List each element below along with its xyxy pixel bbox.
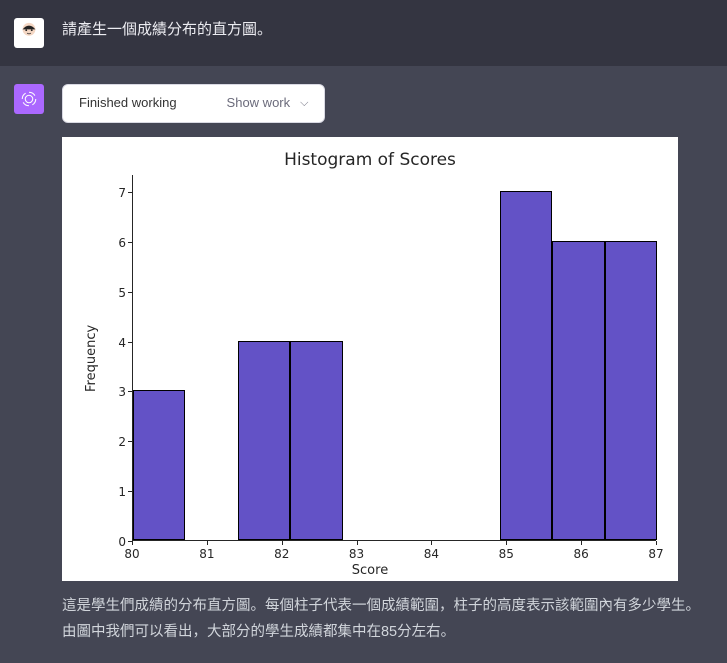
histogram-chart: Histogram of Scores Frequency Score 0123… bbox=[62, 137, 678, 581]
user-message-body: 請產生一個成績分布的直方圖。 bbox=[62, 18, 713, 48]
plot-area bbox=[132, 175, 656, 541]
x-tick-label: 81 bbox=[199, 545, 214, 564]
y-tick-label: 3 bbox=[106, 383, 126, 402]
assistant-explanation: 這是學生們成績的分布直方圖。每個柱子代表一個成績範圍，柱子的高度表示該範圍內有多… bbox=[62, 593, 713, 645]
y-tick-mark bbox=[128, 292, 132, 293]
histogram-bar bbox=[290, 341, 342, 540]
x-tick-mark bbox=[656, 541, 657, 545]
show-work-button[interactable]: Show work ⌵ bbox=[227, 93, 309, 114]
y-tick-label: 1 bbox=[106, 483, 126, 502]
chart-title: Histogram of Scores bbox=[62, 147, 678, 174]
x-tick-label: 80 bbox=[124, 545, 139, 564]
y-tick-label: 7 bbox=[106, 184, 126, 203]
assistant-avatar bbox=[14, 84, 44, 114]
x-tick-mark bbox=[431, 541, 432, 545]
y-tick-mark bbox=[128, 491, 132, 492]
histogram-bar bbox=[500, 191, 552, 540]
x-tick-label: 86 bbox=[574, 545, 589, 564]
histogram-bar bbox=[238, 341, 290, 540]
x-tick-mark bbox=[207, 541, 208, 545]
show-work-label: Show work bbox=[227, 93, 291, 114]
user-face-icon bbox=[18, 22, 40, 44]
y-tick-mark bbox=[128, 342, 132, 343]
user-prompt: 請產生一個成績分布的直方圖。 bbox=[62, 18, 713, 42]
y-axis-label: Frequency bbox=[82, 325, 103, 392]
user-avatar bbox=[14, 18, 44, 48]
openai-icon bbox=[20, 90, 38, 108]
assistant-message-body: Finished working Show work ⌵ Histogram o… bbox=[62, 84, 713, 645]
code-interpreter-toggle[interactable]: Finished working Show work ⌵ bbox=[62, 84, 325, 123]
x-tick-label: 84 bbox=[424, 545, 439, 564]
x-tick-label: 83 bbox=[349, 545, 364, 564]
histogram-bar bbox=[605, 241, 657, 540]
x-tick-label: 85 bbox=[499, 545, 514, 564]
x-tick-mark bbox=[581, 541, 582, 545]
toggle-status: Finished working bbox=[79, 93, 177, 114]
y-tick-label: 5 bbox=[106, 284, 126, 303]
histogram-bar bbox=[133, 390, 185, 539]
y-tick-mark bbox=[128, 242, 132, 243]
user-message-row: 請產生一個成績分布的直方圖。 bbox=[0, 0, 727, 66]
assistant-message-row: Finished working Show work ⌵ Histogram o… bbox=[0, 66, 727, 663]
x-tick-mark bbox=[357, 541, 358, 545]
y-tick-mark bbox=[128, 192, 132, 193]
x-tick-mark bbox=[132, 541, 133, 545]
x-tick-mark bbox=[506, 541, 507, 545]
y-tick-label: 4 bbox=[106, 334, 126, 353]
x-tick-label: 82 bbox=[274, 545, 289, 564]
histogram-bar bbox=[552, 241, 604, 540]
chevron-down-icon: ⌵ bbox=[300, 95, 308, 113]
y-tick-label: 2 bbox=[106, 433, 126, 452]
y-tick-label: 0 bbox=[106, 533, 126, 552]
x-tick-mark bbox=[282, 541, 283, 545]
y-tick-mark bbox=[128, 441, 132, 442]
y-tick-label: 6 bbox=[106, 234, 126, 253]
x-tick-label: 87 bbox=[648, 545, 663, 564]
y-tick-mark bbox=[128, 391, 132, 392]
